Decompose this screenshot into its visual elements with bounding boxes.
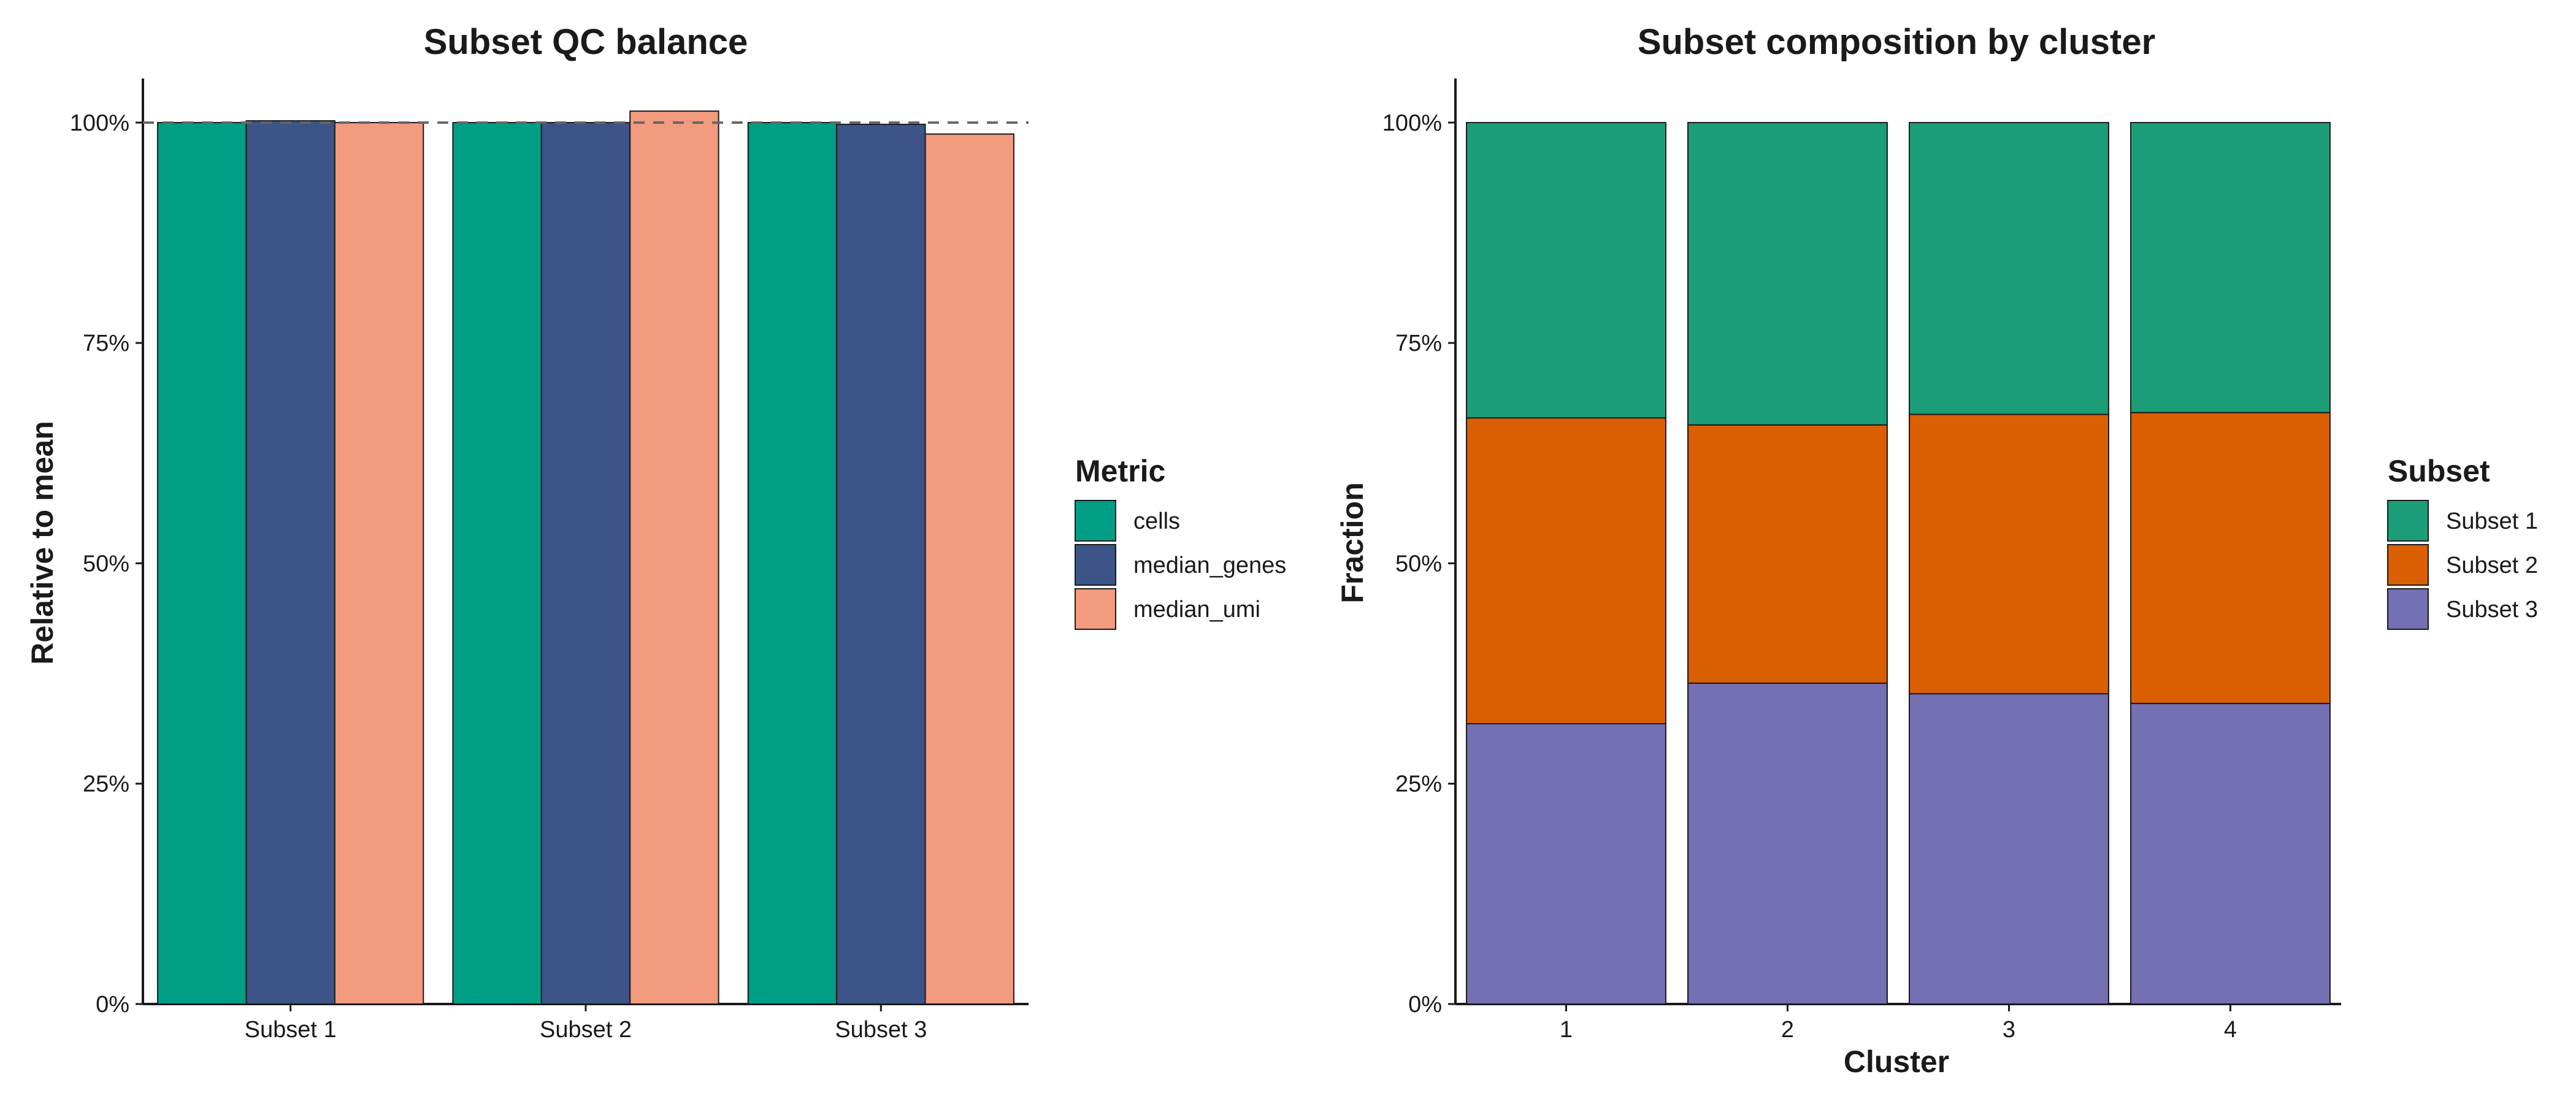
bar-subset-2-cluster-1 [1466,417,1666,724]
legend-item-median-genes: median_genes [1075,544,1286,586]
qc-x-tick-label: Subset 2 [540,1017,632,1043]
composition-legend: Subset Subset 1 Subset 2 Subset 3 [2387,454,2538,630]
legend-item-cells: cells [1075,500,1180,542]
bar-subset-1-cluster-3 [1909,121,2109,415]
bar-cells-subset-2 [452,121,542,1005]
legend-item-subset-2: Subset 2 [2387,544,2538,586]
composition-x-tick-label: 3 [2003,1017,2015,1043]
composition-plot-area: 0% 25% 50% 75% 100% 1 2 3 4 [1382,79,2341,1043]
qc-balance-plot-area: 0% 25% 50% 75% 100% Subset 1 Subset 2 Subset 3 [70,79,1029,1043]
bar-median-umi-subset-3 [924,133,1014,1005]
bar-subset-1-cluster-2 [1687,121,1888,426]
qc-balance-legend: Metric cells median_genes median_umi [1075,454,1286,630]
legend-item-subset-1: Subset 1 [2387,500,2538,542]
bar-subset-1-cluster-1 [1466,121,1666,419]
composition-chart: Subset composition by cluster Fraction C… [1335,22,2538,1079]
qc-balance-chart: Subset QC balance Relative to mean 0% 25%… [25,22,1286,1043]
bar-subset-3-cluster-3 [1909,693,2109,1005]
bar-median-genes-subset-2 [540,121,631,1005]
bar-subset-1-cluster-4 [2130,121,2331,413]
legend-swatch-median-genes [1075,544,1116,586]
legend-label-median-genes: median_genes [1133,553,1286,578]
legend-swatch-subset-1 [2387,500,2429,542]
bar-subset-2-cluster-4 [2130,412,2331,704]
legend-label-cells: cells [1133,508,1180,534]
qc-y-tick-label: 0% [96,992,129,1018]
bar-cells-subset-3 [747,121,838,1005]
metric-legend-title: Metric [1075,454,1165,488]
qc-y-tick-label: 100% [70,110,129,136]
composition-y-tick-label: 75% [1395,331,1442,356]
bar-median-genes-subset-3 [836,123,926,1005]
bar-subset-3-cluster-1 [1466,723,1666,1005]
legend-label-subset-1: Subset 1 [2446,508,2538,534]
qc-balance-y-axis-title: Relative to mean [25,421,59,664]
composition-x-tick-label: 1 [1560,1017,1573,1043]
composition-y-tick-label: 25% [1395,772,1442,797]
composition-y-axis-title: Fraction [1335,482,1370,603]
qc-y-tick-label: 75% [83,331,129,356]
composition-title: Subset composition by cluster [1638,22,2155,62]
legend-label-subset-2: Subset 2 [2446,553,2538,578]
qc-x-tick-label: Subset 1 [245,1017,337,1043]
qc-y-tick-label: 50% [83,551,129,577]
subset-legend-title: Subset [2388,454,2490,488]
composition-y-tick-label: 100% [1382,110,1442,136]
legend-item-median-umi: median_umi [1075,588,1260,630]
bar-subset-3-cluster-2 [1687,682,1888,1005]
composition-x-tick-label: 2 [1781,1017,1794,1043]
composition-y-tick-label: 0% [1408,992,1442,1018]
bar-subset-3-cluster-4 [2130,702,2331,1005]
bar-median-umi-subset-2 [629,110,719,1005]
bar-subset-2-cluster-2 [1687,424,1888,684]
bar-cells-subset-1 [157,121,247,1005]
qc-balance-title: Subset QC balance [424,22,748,62]
legend-label-subset-3: Subset 3 [2446,597,2538,623]
legend-item-subset-3: Subset 3 [2387,588,2538,630]
legend-swatch-subset-2 [2387,544,2429,586]
composition-x-axis-title: Cluster [1844,1045,1949,1079]
bar-subset-2-cluster-3 [1909,413,2109,695]
legend-swatch-cells [1075,500,1116,542]
composition-y-tick-label: 50% [1395,551,1442,577]
legend-swatch-median-umi [1075,588,1116,630]
legend-swatch-subset-3 [2387,588,2429,630]
qc-x-tick-label: Subset 3 [835,1017,927,1043]
qc-y-tick-label: 25% [83,772,129,797]
composition-x-tick-label: 4 [2224,1017,2237,1043]
bar-median-umi-subset-1 [334,121,424,1005]
bar-median-genes-subset-1 [245,120,335,1005]
legend-label-median-umi: median_umi [1133,597,1260,623]
